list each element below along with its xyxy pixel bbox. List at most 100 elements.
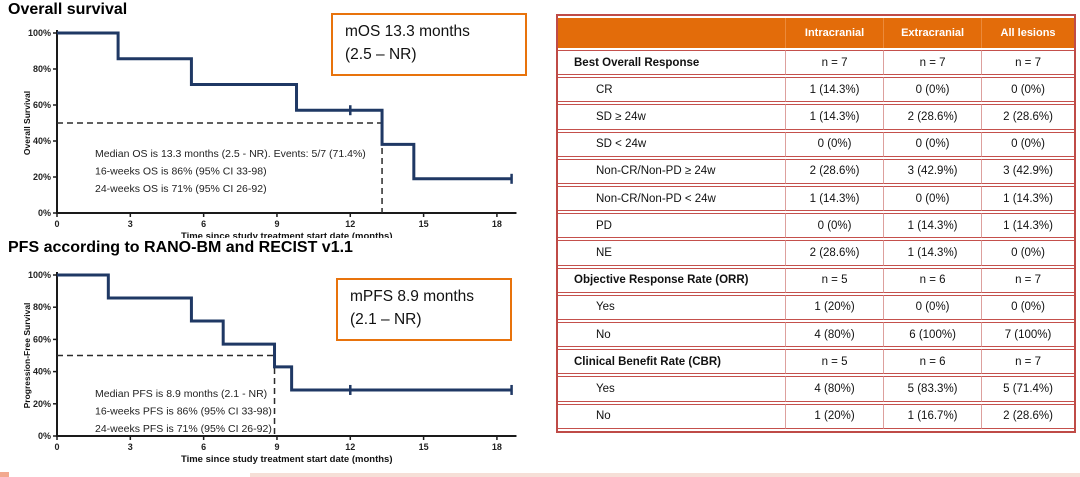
value-cell: n = 5 — [785, 267, 884, 293]
svg-text:0: 0 — [54, 219, 59, 229]
pfs-km-plot: 0 3 6 9 12 15 18 0% 20% 40% 60% 80% 100% Median PFS i… — [22, 270, 517, 465]
row-label-cell: NE — [558, 240, 786, 266]
os-median-callout: mOS 13.3 months (2.5 – NR) — [331, 13, 527, 76]
value-cell: 2 (28.6%) — [981, 104, 1074, 130]
value-cell: 0 (0%) — [883, 294, 982, 321]
row-label-cell: Yes — [558, 294, 786, 321]
axis-titles: Progression-Free Survival Time since stud… — [22, 303, 392, 465]
svg-text:Overall Survival: Overall Survival — [22, 91, 32, 155]
row-label-cell: No — [558, 322, 786, 348]
table-row: Yes 1 (20%) 0 (0%) 0 (0%) — [558, 294, 1074, 321]
value-cell: 2 (28.6%) — [785, 158, 884, 185]
value-cell: 6 (100%) — [883, 322, 982, 348]
svg-text:12: 12 — [345, 442, 355, 452]
os-callout-line-2: (2.5 – NR) — [345, 46, 417, 64]
value-cell: 3 (42.9%) — [981, 158, 1074, 185]
svg-text:20%: 20% — [33, 172, 51, 182]
svg-text:6: 6 — [201, 442, 206, 452]
value-cell: 0 (0%) — [883, 186, 982, 212]
slide-edge-corner — [0, 472, 9, 477]
svg-text:20%: 20% — [33, 399, 51, 409]
row-label-cell: Non-CR/Non-PD < 24w — [558, 186, 786, 212]
value-cell: 1 (20%) — [785, 294, 884, 321]
response-table-wrap: Intracranial Extracranial All lesions Best… — [556, 14, 1076, 433]
slide-edge-strip — [250, 473, 1080, 477]
svg-text:3: 3 — [128, 442, 133, 452]
svg-text:Median PFS is 8.9 months (2.1: Median PFS is 8.9 months (2.1 - NR) — [95, 388, 267, 400]
svg-text:16-weeks PFS is 86% (95% CI 33: 16-weeks PFS is 86% (95% CI 33-98) — [95, 406, 272, 418]
value-cell: 1 (20%) — [785, 403, 884, 429]
value-cell: n = 6 — [883, 267, 982, 293]
pfs-chart-block: PFS according to RANO-BM and RECIST v1.1… — [0, 238, 540, 477]
os-callout-line-1: mOS 13.3 months — [345, 23, 470, 40]
value-cell: n = 7 — [883, 50, 982, 76]
value-cell: 2 (28.6%) — [981, 403, 1074, 429]
row-label-cell: PD — [558, 213, 786, 239]
svg-text:12: 12 — [345, 219, 355, 229]
table-header-cell: All lesions — [981, 18, 1074, 48]
svg-text:60%: 60% — [33, 100, 51, 110]
censor-marks — [349, 384, 513, 395]
svg-text:15: 15 — [419, 442, 429, 452]
row-label-cell: Clinical Benefit Rate (CBR) — [558, 349, 786, 375]
row-label-cell: Objective Response Rate (ORR) — [558, 267, 786, 293]
table-row: PD 0 (0%) 1 (14.3%) 1 (14.3%) — [558, 213, 1074, 239]
svg-text:24-weeks OS is 71% (95% CI 26-: 24-weeks OS is 71% (95% CI 26-92) — [95, 183, 267, 195]
svg-text:60%: 60% — [33, 334, 51, 344]
value-cell: 0 (0%) — [785, 213, 884, 239]
value-cell: n = 7 — [981, 267, 1074, 293]
response-table-head: Intracranial Extracranial All lesions — [558, 18, 1074, 48]
svg-text:40%: 40% — [33, 367, 51, 377]
table-row: Non-CR/Non-PD ≥ 24w 2 (28.6%) 3 (42.9%) 3 (… — [558, 158, 1074, 185]
os-chart-block: Overall survival 0 3 6 9 12 15 18 0% 20% 40% 60% 80… — [0, 0, 540, 238]
svg-text:40%: 40% — [33, 136, 51, 146]
svg-text:0%: 0% — [38, 208, 51, 218]
os-km-plot: 0 3 6 9 12 15 18 0% 20% 40% 60% 80% 100% Median OS is… — [22, 28, 517, 238]
row-label-cell: SD ≥ 24w — [558, 104, 786, 130]
value-cell: 2 (28.6%) — [883, 104, 982, 130]
table-header-cell: Extracranial — [883, 18, 982, 48]
axis-tick-labels: 0 3 6 9 12 15 18 0% 20% 40% 60% 80% 100% — [28, 270, 502, 452]
value-cell: n = 5 — [785, 349, 884, 375]
row-label-cell: CR — [558, 77, 786, 103]
value-cell: 0 (0%) — [981, 131, 1074, 157]
value-cell: 5 (71.4%) — [981, 376, 1074, 402]
svg-text:100%: 100% — [28, 28, 51, 38]
svg-text:24-weeks PFS is 71% (95% CI 26: 24-weeks PFS is 71% (95% CI 26-92) — [95, 423, 272, 435]
km-annotations: Median PFS is 8.9 months (2.1 - NR) 16-we… — [95, 388, 272, 435]
value-cell: 0 (0%) — [883, 77, 982, 103]
value-cell: 1 (14.3%) — [785, 186, 884, 212]
value-cell: 1 (14.3%) — [785, 104, 884, 130]
svg-text:16-weeks OS is 86% (95% CI 33-: 16-weeks OS is 86% (95% CI 33-98) — [95, 166, 267, 178]
svg-text:6: 6 — [201, 219, 206, 229]
value-cell: 1 (14.3%) — [785, 77, 884, 103]
pfs-callout-line-1: mPFS 8.9 months — [350, 288, 475, 305]
km-annotations: Median OS is 13.3 months (2.5 - NR). Eve… — [95, 148, 366, 195]
svg-text:0%: 0% — [38, 431, 51, 441]
svg-text:Median OS is 13.3 months (2.5: Median OS is 13.3 months (2.5 - NR). Eve… — [95, 148, 366, 160]
table-row: No 1 (20%) 1 (16.7%) 2 (28.6%) — [558, 403, 1074, 429]
svg-text:15: 15 — [419, 219, 429, 229]
row-label-cell: Yes — [558, 376, 786, 402]
km-step-curve — [57, 273, 512, 392]
os-chart-title: Overall survival — [8, 1, 128, 18]
value-cell: n = 7 — [981, 349, 1074, 375]
axis-titles: Overall Survival Time since study treatme… — [22, 91, 392, 238]
row-label-cell: No — [558, 403, 786, 429]
pfs-chart-title: PFS according to RANO-BM and RECIST v1.1 — [8, 239, 353, 256]
row-label-cell: Best Overall Response — [558, 50, 786, 76]
value-cell: 1 (16.7%) — [883, 403, 982, 429]
row-label-cell: SD < 24w — [558, 131, 786, 157]
value-cell: 3 (42.9%) — [883, 158, 982, 185]
censor-marks — [349, 105, 513, 184]
table-row: SD < 24w 0 (0%) 0 (0%) 0 (0%) — [558, 131, 1074, 157]
svg-text:18: 18 — [492, 442, 502, 452]
value-cell: 1 (14.3%) — [883, 213, 982, 239]
value-cell: 4 (80%) — [785, 376, 884, 402]
svg-text:100%: 100% — [28, 270, 51, 280]
svg-text:80%: 80% — [33, 302, 51, 312]
